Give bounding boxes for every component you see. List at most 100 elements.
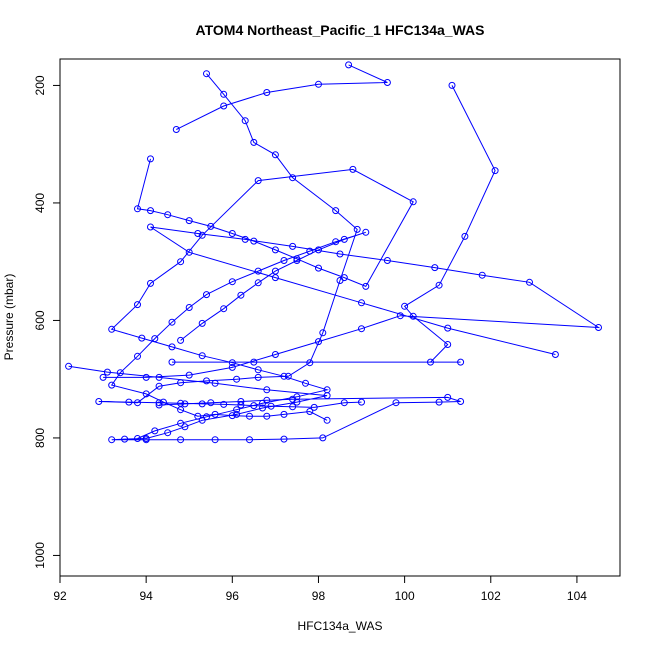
data-point [310,403,318,411]
data-point [293,255,301,263]
data-point [147,223,154,231]
data-point [319,329,327,337]
data-point [164,211,172,219]
series-line-3 [98,73,362,408]
series-line-7 [103,226,601,378]
data-point [491,167,499,175]
data-point [444,393,452,401]
data-point [427,358,434,366]
data-point [228,363,236,371]
data-point [323,392,331,400]
data-point [198,319,206,327]
data-point [392,399,400,407]
y-tick-label: 400 [33,193,47,213]
data-point [155,401,163,409]
data-point [306,247,314,255]
y-tick-label: 200 [33,75,47,95]
data-point [241,235,249,243]
data-point [271,274,279,282]
data-point [271,351,279,358]
data-point [263,396,271,404]
x-tick-label: 104 [567,589,587,603]
data-point [332,238,340,246]
data-point [340,274,348,282]
data-point [207,222,215,230]
data-point [551,351,559,358]
data-point [280,410,288,418]
data-point [431,264,439,272]
axes: 92 94 96 98 100 102 104 200 400 600 800 1000 [33,75,587,603]
data-point [241,117,249,125]
data-point [263,412,271,420]
data-point [478,271,486,279]
data-point [457,358,465,366]
data-point [211,379,219,387]
data-point [340,235,348,243]
series-line-4 [110,231,366,421]
data-point [177,406,185,414]
y-tick-label: 1000 [33,542,47,569]
data-point [444,341,452,348]
series-line-6 [68,365,461,441]
data-point [358,299,365,307]
data-point [177,436,185,444]
data-point [103,368,111,376]
data-point [444,324,452,332]
plot-area [65,61,602,444]
x-tick-label: 102 [481,589,501,603]
data-point [181,423,189,431]
data-point [457,398,465,405]
data-point [233,375,241,383]
x-tick-label: 92 [53,589,67,603]
data-point [306,359,314,367]
data-point [228,359,236,367]
data-point [147,279,154,287]
data-point [185,371,193,379]
data-point [448,81,456,89]
data-point [194,230,202,237]
data-point [263,89,271,96]
data-point [220,90,228,98]
data-point [302,379,309,387]
data-point [198,231,206,239]
data-point [323,416,331,424]
data-point [134,301,141,309]
data-point [185,304,193,311]
data-point [142,390,150,398]
data-point [134,205,141,213]
data-point [383,79,391,86]
data-point [228,230,236,237]
data-point [332,207,340,215]
data-point [233,406,241,414]
x-tick-label: 96 [226,589,240,603]
data-point [280,372,288,380]
series-line-5 [110,158,414,439]
data-point [198,352,206,360]
data-point [134,399,141,407]
plot-frame [59,58,621,577]
data-point [65,362,73,370]
data-point [151,427,159,435]
y-tick-label: 800 [33,428,47,448]
data-point [185,217,193,225]
data-point [233,410,241,418]
data-point [228,278,236,286]
data-point [254,279,262,287]
data-point [147,155,154,163]
data-point [358,325,365,333]
y-tick-label: 600 [33,310,47,330]
data-point [254,366,262,374]
data-point [435,281,443,289]
data-point [168,343,176,351]
data-point [254,177,262,185]
data-point [177,419,185,427]
data-point [181,400,189,408]
data-point [246,412,253,420]
data-point [289,174,297,182]
chart-title: ATOM4 Northeast_Pacific_1 HFC134a_WAS [196,22,485,38]
data-point [250,402,258,410]
data-point [142,436,150,444]
data-point [125,398,133,406]
data-point [203,70,210,78]
